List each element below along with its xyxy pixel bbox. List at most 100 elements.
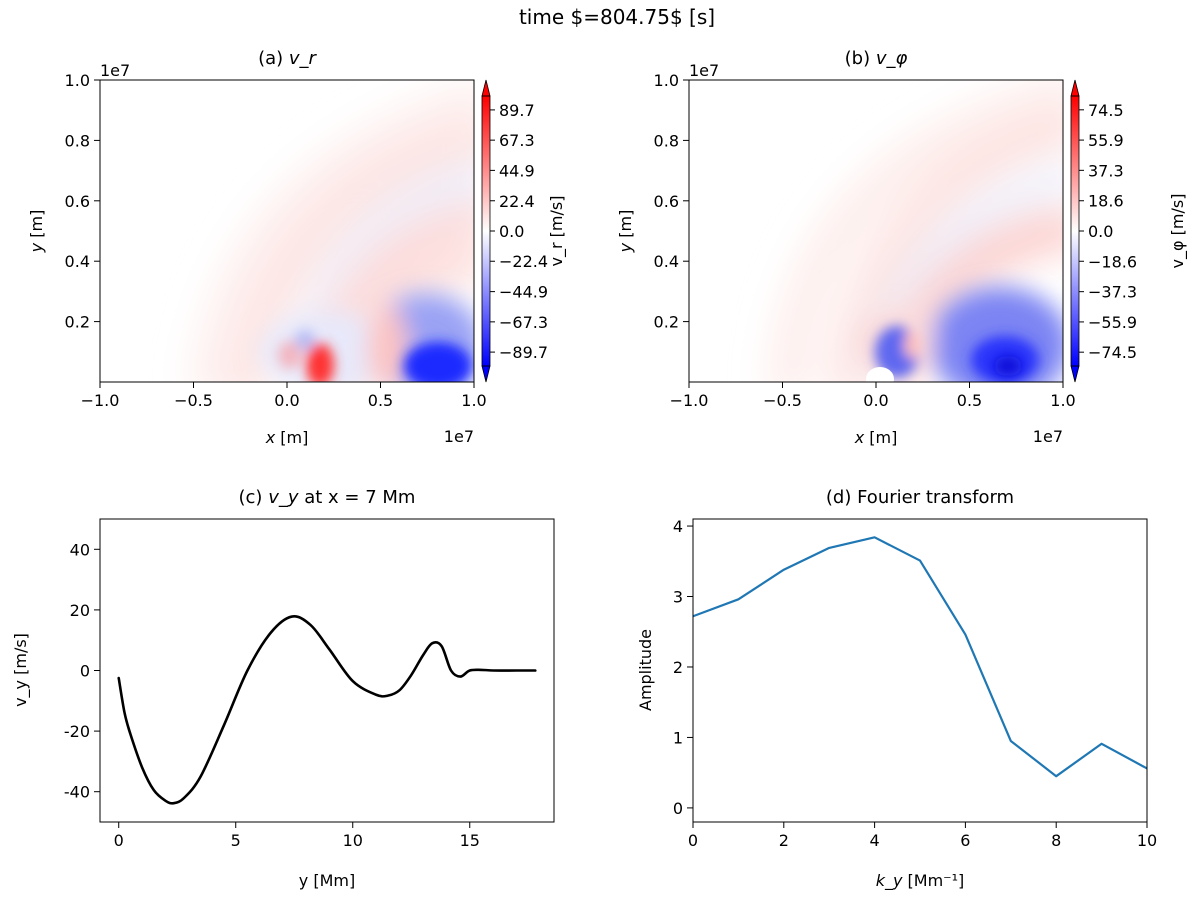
panel-b-colorbar-tick-label: 18.6 (1088, 192, 1124, 211)
panel-b-x-offset: 1e7 (1033, 427, 1063, 446)
panel-d-title: (d) Fourier transform (826, 487, 1014, 508)
panel-c-axes: 0 5 10 15 -40 -20 0 20 40 (64, 540, 480, 850)
panel-c-y-tick-label: -40 (64, 783, 90, 802)
panel-a-x-tick-label: 1.0 (461, 391, 486, 410)
panel-c-plot (117, 615, 537, 805)
panel-b-y-label-var: y (616, 242, 635, 253)
panel-b: (b) v_φ −1.0 −0.5 0.0 0.5 1.00.20.40.60. (616, 48, 1188, 447)
panel-a-colorbar-gradient (482, 96, 490, 366)
panel-b-x-tick-label: 0.5 (957, 391, 982, 410)
panel-b-colorbar-gradient (1071, 96, 1079, 366)
panel-d-x-label-unit: [Mm⁻¹] (902, 871, 964, 890)
panel-a-y-tick-label: 0.2 (65, 313, 90, 332)
panel-c-x-tick-label: 0 (114, 831, 124, 850)
panel-a-y-tick-label: 0.8 (65, 131, 90, 150)
figure-time-title: time $=804.75$ [s] (519, 5, 715, 29)
panel-a-colorbar-tick-label: −67.3 (499, 313, 548, 332)
panel-d-plot (693, 536, 1147, 778)
panel-b-heatmap (689, 80, 1063, 382)
panel-b-colorbar-top-extend (1070, 79, 1080, 97)
panel-d-x-label-var: k_y (876, 871, 903, 891)
panel-b-title: (b) v_φ (845, 48, 908, 69)
panel-a-colorbar-tick-label: −22.4 (499, 252, 548, 271)
figure-time-label: time $=804.75$ [s] (519, 5, 715, 29)
panel-a-colorbar-label: v_r [m/s] (547, 196, 567, 267)
panel-d-axes: 0 2 4 6 8 10 0 1 2 3 4 (673, 517, 1157, 850)
panel-a-colorbar-tick-label: −89.7 (499, 343, 548, 362)
panel-a-colorbar-tick-label: 67.3 (499, 131, 535, 150)
panel-a-x-label-unit: [m] (275, 428, 308, 447)
panel-d-x-axis-label: k_y [Mm⁻¹] (876, 871, 965, 891)
panel-c-y-axis-label: v_y [m/s] (11, 633, 31, 707)
panel-a-y-axis-label: y [m] (27, 210, 46, 254)
panel-b-y-axis-label: y [m] (616, 210, 635, 254)
panel-c-y-tick-label: 20 (70, 601, 90, 620)
panel-b-axes: −1.0 −0.5 0.0 0.5 1.0 0.2 0.4 0.6 0.8 1.0 (654, 71, 1076, 410)
panel-b-y-tick-label: 0.4 (654, 252, 679, 271)
panel-a-colorbar-top-extend (481, 79, 491, 97)
panel-b-x-label-unit: [m] (864, 428, 897, 447)
panel-b-colorbar-tick-label: −18.6 (1088, 252, 1137, 271)
panel-a-heatmap (100, 80, 474, 382)
panel-c-title-var: v_y (268, 487, 299, 508)
panel-a-x-tick-label: −1.0 (81, 391, 120, 410)
panel-b-x-tick-label: 0.0 (863, 391, 888, 410)
panel-a-y-label-var: y (27, 242, 46, 253)
panel-c-x-tick-label: 15 (460, 831, 480, 850)
panel-a-colorbar-tick-label: 0.0 (499, 222, 524, 241)
panel-b-colorbar-label: v_φ [m/s] (1168, 194, 1188, 269)
panel-b-white-patch (866, 367, 894, 382)
panel-d: (d) Fourier transform 0 2 4 6 8 10 0 1 2 3 4 k_y [… (636, 487, 1157, 891)
panel-d-frame (692, 518, 1148, 823)
panel-b-x-axis-label: x [m] (854, 428, 898, 447)
panel-b-colorbar-ticks: 74.5 55.9 37.3 18.6 0.0 −18.6 −37.3 −55.9 −74.5 (1079, 101, 1137, 362)
panel-a-title-prefix: (a) (258, 48, 283, 69)
panel-a-y-tick-label: 0.6 (65, 192, 90, 211)
panel-d-x-tick-label: 0 (688, 831, 698, 850)
panel-b-y-label-unit: [m] (616, 210, 635, 243)
panel-b-x-tick-label: −1.0 (670, 391, 709, 410)
panel-a-x-tick-label: 0.0 (274, 391, 299, 410)
panel-c-x-tick-label: 5 (231, 831, 241, 850)
panel-c-y-tick-label: -20 (64, 722, 90, 741)
panel-d-x-tick-label: 4 (870, 831, 880, 850)
panel-a-y-tick-label: 1.0 (65, 71, 90, 90)
panel-a-y-tick-label: 0.4 (65, 252, 90, 271)
panel-a-x-tick-label: −0.5 (174, 391, 213, 410)
panel-a-colorbar-tick-label: 22.4 (499, 192, 535, 211)
panel-d-x-tick-label: 2 (779, 831, 789, 850)
panel-a-x-offset: 1e7 (444, 427, 474, 446)
panel-c-x-axis-label: y [Mm] (299, 871, 355, 890)
panel-d-x-tick-label: 10 (1137, 831, 1157, 850)
panel-a-colorbar-tick-label: 44.9 (499, 161, 535, 180)
panel-d-series-line (693, 536, 1147, 778)
panel-d-x-tick-label: 6 (960, 831, 970, 850)
panel-a-colorbar-ticks: 89.7 67.3 44.9 22.4 0.0 −22.4 −44.9 −67.3 −89.7 (490, 101, 548, 362)
panel-b-colorbar-tick-label: 37.3 (1088, 161, 1124, 180)
panel-b-colorbar-tick-label: 55.9 (1088, 131, 1124, 150)
panel-a-x-axis-label: x [m] (265, 428, 309, 447)
panel-a-colorbar-bottom-extend (481, 365, 491, 383)
panel-b-y-tick-label: 0.6 (654, 192, 679, 211)
panel-d-y-tick-label: 3 (673, 588, 683, 607)
panel-b-x-label-var: x (854, 428, 865, 447)
panel-a-title: (a) v_r (258, 48, 317, 69)
panel-b-colorbar-tick-label: −55.9 (1088, 313, 1137, 332)
panel-a-axes: −1.0 −0.5 0.0 0.5 1.0 0.2 0.4 0.6 0.8 1.0 (65, 71, 487, 410)
panel-c-x-tick-label: 10 (343, 831, 363, 850)
panel-a-x-tick-label: 0.5 (368, 391, 393, 410)
panel-b-colorbar-tick-label: 0.0 (1088, 222, 1113, 241)
panel-c-title: (c) v_y at x = 7 Mm (239, 487, 416, 508)
panel-c-y-tick-label: 40 (70, 540, 90, 559)
panel-b-y-tick-label: 0.8 (654, 131, 679, 150)
panel-d-y-tick-label: 2 (673, 658, 683, 677)
panel-b-colorbar: 74.555.937.318.60.0−18.6−37.3−55.9−74.5 … (1070, 79, 1188, 383)
panel-b-y-offset: 1e7 (689, 61, 719, 80)
panel-a-colorbar-tick-label: −44.9 (499, 283, 548, 302)
panel-b-title-prefix: (b) (845, 48, 870, 69)
panel-a-y-offset: 1e7 (100, 61, 130, 80)
panel-a-x-label-var: x (265, 428, 276, 447)
panel-b-y-tick-label: 0.2 (654, 313, 679, 332)
panel-a-colorbar-tick-label: 89.7 (499, 101, 535, 120)
